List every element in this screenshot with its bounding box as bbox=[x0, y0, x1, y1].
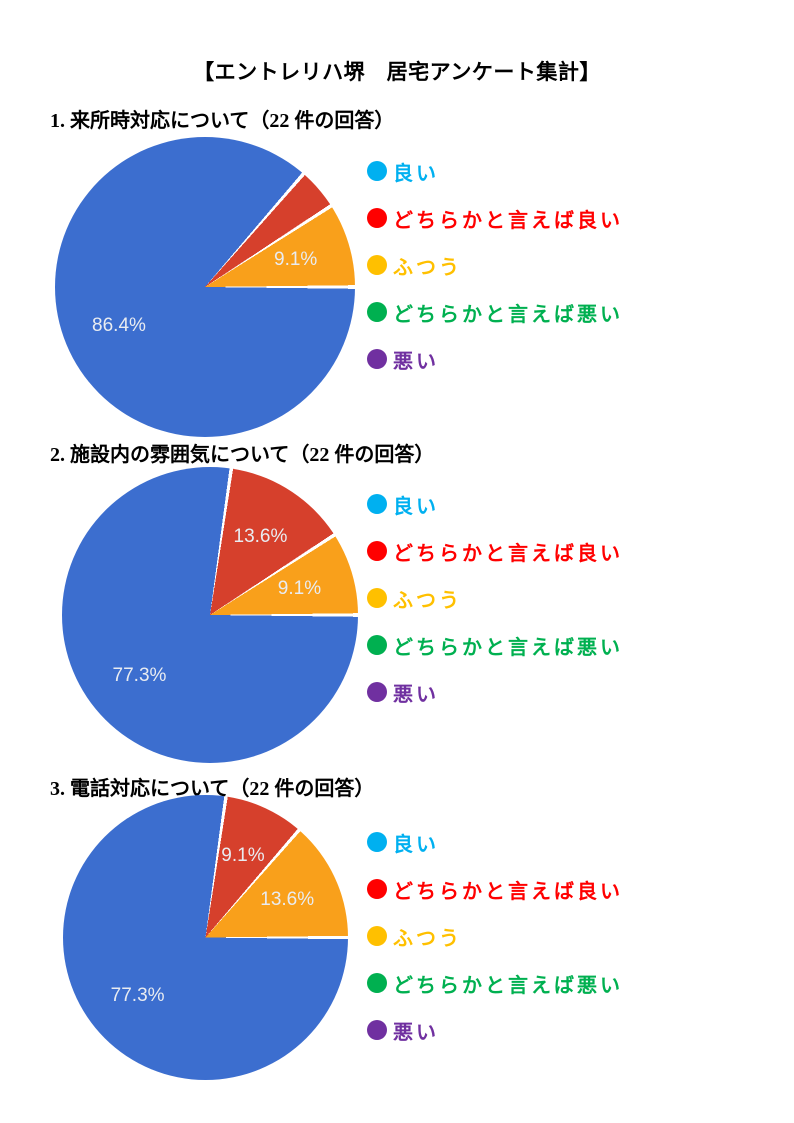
pie-slice-label: 9.1% bbox=[274, 249, 318, 271]
legend-item: どちらかと言えば悪い bbox=[367, 632, 623, 659]
legend-item: どちらかと言えば良い bbox=[367, 205, 623, 232]
legend-dot-icon bbox=[367, 541, 387, 561]
chart-legend: 良いどちらかと言えば良い ふつうどちらかと言えば悪い 悪い bbox=[367, 829, 623, 1064]
legend-item: ふつう bbox=[367, 923, 623, 950]
legend-item: 悪い bbox=[367, 1017, 623, 1044]
legend-item: 良い bbox=[367, 491, 623, 518]
survey-section-phone-response: 3. 電話対応について（22 件の回答） 77.3% 9.1% 13.6% 良いどち… bbox=[0, 772, 794, 1102]
legend-item: 良い bbox=[367, 829, 623, 856]
legend-item: 悪い bbox=[367, 346, 623, 373]
pie-figure: 77.3% 13.6% 9.1% bbox=[62, 467, 358, 763]
legend-label: どちらかと言えば悪い bbox=[393, 974, 623, 997]
pie-slice-label: 77.3% bbox=[112, 664, 167, 686]
legend-item: どちらかと言えば良い bbox=[367, 876, 623, 903]
chart-legend: 良いどちらかと言えば良い ふつうどちらかと言えば悪い 悪い bbox=[367, 158, 623, 393]
legend-item: ふつう bbox=[367, 252, 623, 279]
legend-label: どちらかと言えば良い bbox=[393, 880, 623, 903]
legend-label: 良い bbox=[393, 495, 439, 518]
legend-dot-icon bbox=[367, 349, 387, 369]
document-title: 【エントレリハ堺 居宅アンケート集計】 bbox=[193, 60, 601, 84]
pie-figure: 77.3% 9.1% 13.6% bbox=[63, 795, 348, 1080]
pie-chart-facility-atmosphere: 77.3% 13.6% 9.1% bbox=[62, 467, 358, 763]
legend-label: どちらかと言えば良い bbox=[393, 209, 623, 232]
legend-dot-icon bbox=[367, 879, 387, 899]
pie-chart-visit-response: 86.4% 9.1% bbox=[55, 137, 355, 437]
legend-label: ふつう bbox=[393, 256, 462, 279]
legend-dot-icon bbox=[367, 682, 387, 702]
legend-dot-icon bbox=[367, 832, 387, 852]
legend-label: どちらかと言えば悪い bbox=[393, 303, 623, 326]
legend-item: 良い bbox=[367, 158, 623, 185]
legend-dot-icon bbox=[367, 635, 387, 655]
legend-label: 悪い bbox=[393, 683, 439, 706]
legend-label: 悪い bbox=[393, 350, 439, 373]
pie-slice-label: 13.6% bbox=[233, 525, 288, 547]
legend-dot-icon bbox=[367, 926, 387, 946]
legend-dot-icon bbox=[367, 302, 387, 322]
legend-label: ふつう bbox=[393, 927, 462, 950]
pie-slice-label: 77.3% bbox=[110, 985, 165, 1007]
pie-slice-label: 86.4% bbox=[92, 315, 146, 337]
legend-label: 良い bbox=[393, 833, 439, 856]
legend-item: ふつう bbox=[367, 585, 623, 612]
pie-slice-label: 13.6% bbox=[260, 889, 315, 911]
chart-legend: 良いどちらかと言えば良い ふつうどちらかと言えば悪い 悪い bbox=[367, 491, 623, 726]
legend-item: どちらかと言えば悪い bbox=[367, 299, 623, 326]
legend-dot-icon bbox=[367, 494, 387, 514]
legend-dot-icon bbox=[367, 161, 387, 181]
legend-item: 悪い bbox=[367, 679, 623, 706]
pie-chart-phone-response: 77.3% 9.1% 13.6% bbox=[63, 795, 348, 1080]
legend-label: どちらかと言えば良い bbox=[393, 542, 623, 565]
pie-slice-label: 9.1% bbox=[277, 577, 322, 599]
legend-dot-icon bbox=[367, 973, 387, 993]
legend-item: どちらかと言えば良い bbox=[367, 538, 623, 565]
section-heading: 3. 電話対応について（22 件の回答） bbox=[50, 778, 375, 800]
pie-slice-label: 9.1% bbox=[221, 844, 265, 866]
legend-item: どちらかと言えば悪い bbox=[367, 970, 623, 997]
legend-dot-icon bbox=[367, 1020, 387, 1040]
section-heading: 2. 施設内の雰囲気について（22 件の回答） bbox=[50, 444, 435, 466]
pie-figure: 86.4% 9.1% bbox=[55, 137, 355, 437]
section-heading: 1. 来所時対応について（22 件の回答） bbox=[50, 110, 395, 132]
legend-dot-icon bbox=[367, 255, 387, 275]
legend-label: 良い bbox=[393, 162, 439, 185]
legend-label: 悪い bbox=[393, 1021, 439, 1044]
legend-dot-icon bbox=[367, 588, 387, 608]
legend-label: ふつう bbox=[393, 589, 462, 612]
survey-section-facility-atmosphere: 2. 施設内の雰囲気について（22 件の回答） 77.3% 13.6% 9.1% 良… bbox=[0, 438, 794, 768]
survey-section-visit-response: 1. 来所時対応について（22 件の回答） 86.4% 9.1% 良いどちらかと言… bbox=[0, 104, 794, 437]
legend-label: どちらかと言えば悪い bbox=[393, 636, 623, 659]
legend-dot-icon bbox=[367, 208, 387, 228]
